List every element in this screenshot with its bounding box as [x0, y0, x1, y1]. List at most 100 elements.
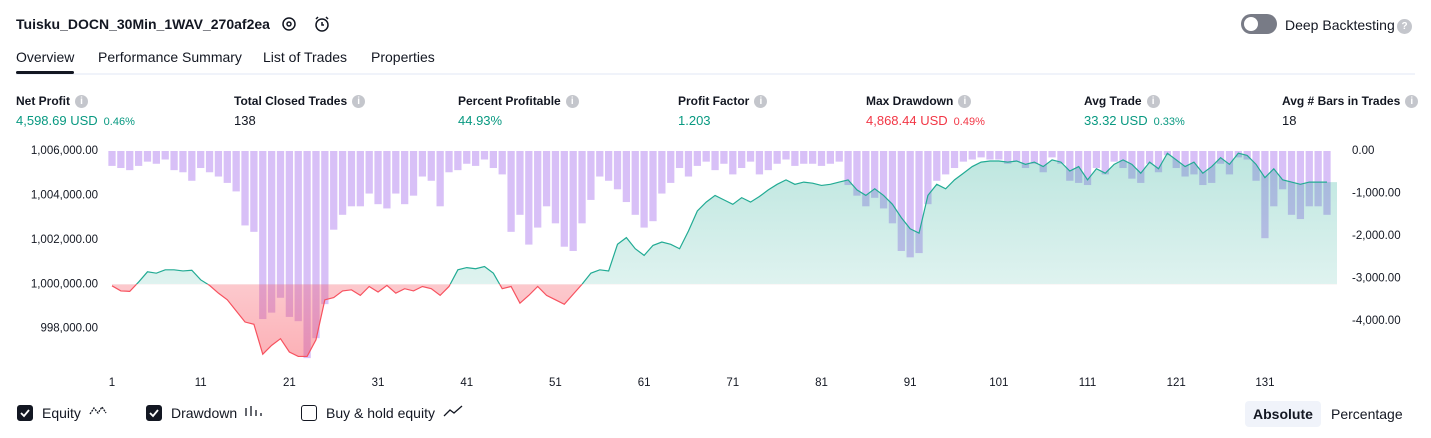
metric-value-text: 44.93%	[458, 113, 503, 128]
drawdown-bar	[294, 151, 302, 322]
drawdown-bar	[1012, 151, 1021, 162]
drawdown-bar	[933, 151, 941, 181]
drawdown-bar	[445, 151, 453, 173]
drawdown-bar	[1066, 151, 1074, 181]
x-tick-label: 41	[460, 377, 473, 389]
drawdown-bar	[808, 151, 817, 164]
info-icon[interactable]: i	[958, 95, 972, 108]
drawdown-bar	[560, 151, 568, 247]
info-icon[interactable]: i	[754, 95, 768, 108]
drawdown-bar	[1048, 151, 1056, 158]
drawdown-bar	[942, 151, 950, 175]
tab[interactable]: Properties	[371, 49, 435, 65]
y-tick-label: 1,004,000.00	[31, 189, 98, 201]
x-tick-label: 31	[372, 377, 385, 389]
checkbox[interactable]	[301, 405, 317, 421]
equity-line-negative	[111, 284, 583, 358]
drawdown-bar	[631, 151, 639, 215]
checkbox[interactable]	[17, 405, 33, 421]
metric-label: Percent Profitable i	[458, 94, 579, 108]
metric-label: Profit Factor i	[678, 94, 768, 108]
drawdown-bar	[1137, 151, 1145, 183]
drawdown-bar	[835, 151, 843, 162]
deep-backtesting-toggle[interactable]	[1241, 14, 1277, 34]
info-icon[interactable]: i	[565, 95, 579, 108]
drawdown-bar	[959, 151, 968, 162]
drawdown-bar	[622, 151, 631, 203]
drawdown-bar	[383, 151, 391, 209]
scale-button[interactable]: Percentage	[1331, 406, 1403, 422]
drawdown-bar	[684, 151, 693, 177]
drawdown-bar	[1101, 151, 1109, 175]
x-tick-label: 101	[989, 377, 1008, 389]
checkbox[interactable]	[146, 405, 162, 421]
drawdown-bar	[871, 151, 879, 198]
metric-value-text: 18	[1282, 113, 1297, 128]
drawdown-bar	[1110, 151, 1118, 162]
metric-label-text: Profit Factor	[678, 94, 750, 108]
help-icon[interactable]: ?	[1397, 17, 1412, 35]
drawdown-bar	[800, 151, 808, 164]
y2-tick-label: -1,000.00	[1352, 188, 1401, 200]
drawdown-bar	[321, 151, 329, 305]
x-tick-label: 71	[726, 377, 739, 389]
info-icon[interactable]: i	[1146, 95, 1160, 108]
drawdown-bar	[667, 151, 675, 183]
y2-tick-label: -2,000.00	[1352, 230, 1401, 242]
drawdown-bar	[197, 151, 205, 169]
drawdown-bar	[170, 151, 178, 171]
tab[interactable]: Performance Summary	[98, 49, 242, 65]
drawdown-bar	[675, 151, 684, 169]
drawdown-bar	[1021, 151, 1030, 169]
drawdown-bar	[374, 151, 382, 205]
scale-button[interactable]: Absolute	[1245, 401, 1321, 427]
drawdown-bar	[791, 151, 799, 166]
metric-label-text: Total Closed Trades	[234, 94, 348, 108]
drawdown-bar	[117, 151, 125, 169]
drawdown-bar	[232, 151, 240, 192]
drawdown-bar	[516, 151, 524, 215]
y2-tick-label: -4,000.00	[1352, 315, 1401, 327]
metric-label-text: Avg # Bars in Trades	[1282, 94, 1401, 108]
toggle-label: Deep Backtesting	[1285, 17, 1395, 33]
title-icons[interactable]	[280, 14, 340, 34]
x-tick-label: 21	[283, 377, 296, 389]
metric-value: 44.93%	[458, 113, 502, 128]
drawdown-bar	[1225, 151, 1234, 175]
legend-label[interactable]: Drawdown	[171, 405, 238, 421]
metric-label-text: Percent Profitable	[458, 94, 561, 108]
drawdown-bar	[1145, 151, 1154, 164]
metric-label: Avg # Bars in Trades i	[1282, 94, 1419, 108]
info-icon[interactable]: i	[352, 95, 366, 108]
tab[interactable]: Overview	[16, 49, 75, 65]
metric-label: Net Profit i	[16, 94, 88, 108]
drawdown-bar	[312, 151, 320, 339]
info-icon[interactable]: i	[75, 95, 88, 108]
info-icon[interactable]: i	[1405, 95, 1419, 108]
metric-label: Max Drawdown i	[866, 94, 972, 108]
drawdown-bar	[1004, 151, 1012, 164]
drawdown-bar	[241, 151, 249, 226]
tab[interactable]: List of Trades	[263, 49, 348, 65]
x-tick-label: 81	[815, 377, 828, 389]
drawdown-bar	[897, 151, 905, 251]
drawdown-bar	[365, 151, 373, 194]
y-tick-label: 1,000,000.00	[31, 278, 98, 290]
metric-percent: 0.33%	[1153, 116, 1185, 128]
drawdown-bar	[640, 151, 648, 228]
drawdown-bar	[427, 151, 435, 181]
legend-label[interactable]: Buy & hold equity	[326, 405, 435, 421]
metric-value: 138	[234, 113, 256, 128]
drawdown-bar	[471, 151, 480, 166]
drawdown-bar	[995, 151, 1003, 160]
x-tick-label: 61	[638, 377, 651, 389]
drawdown-bar	[179, 151, 187, 173]
drawdown-bar	[1057, 151, 1065, 164]
drawdown-bar	[303, 151, 311, 359]
x-tick-label: 91	[904, 377, 917, 389]
drawdown-bar	[746, 151, 755, 162]
metric-value-text: 1.203	[678, 113, 711, 128]
drawdown-bar	[436, 151, 444, 207]
legend-label[interactable]: Equity	[42, 405, 81, 421]
drawdown-bar	[338, 151, 347, 215]
